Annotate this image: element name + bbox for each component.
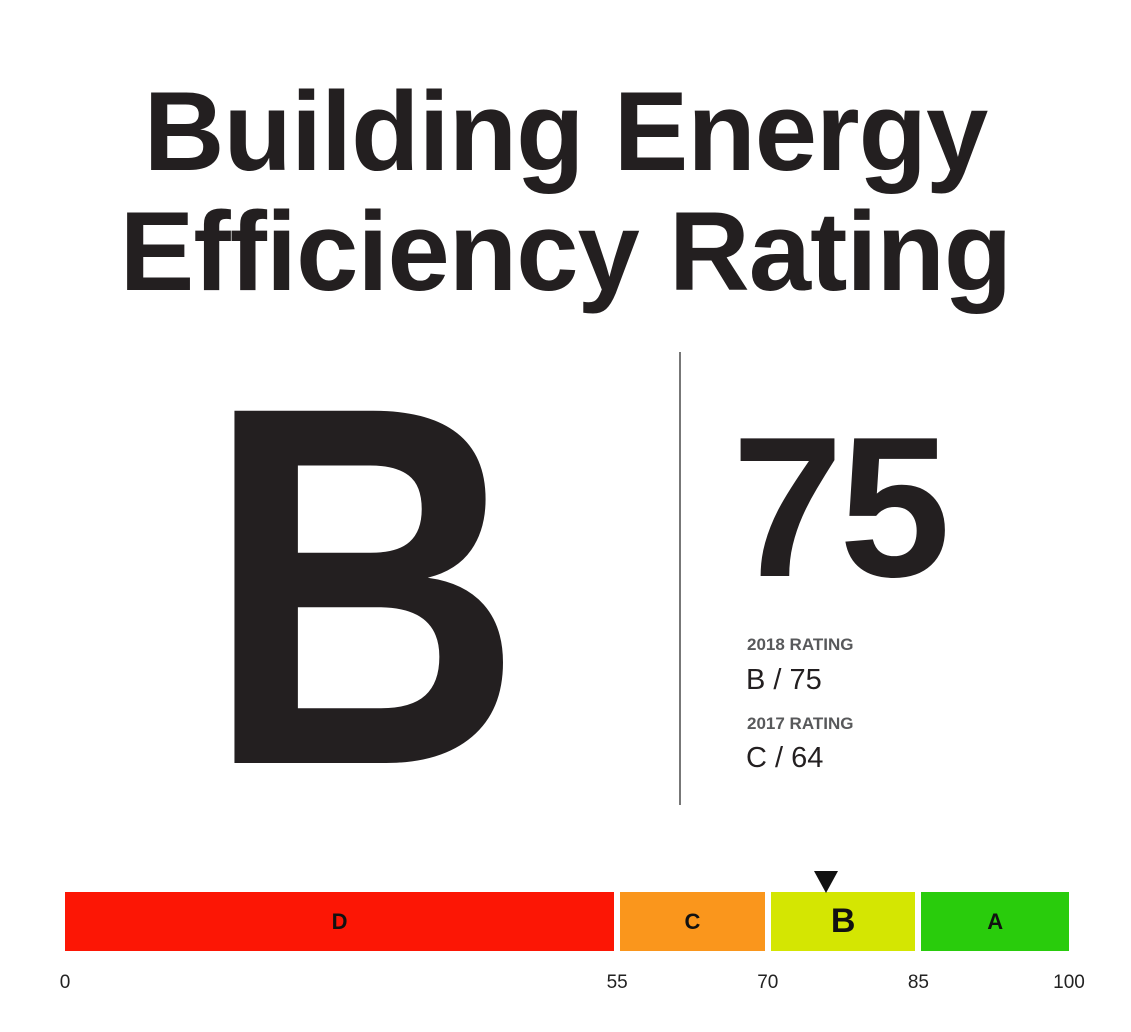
segment-a: A	[921, 892, 1069, 951]
current-marker-icon	[814, 871, 838, 893]
segment-c: C	[620, 892, 765, 951]
tick-label: 85	[907, 972, 929, 993]
tick-label: 0	[59, 972, 71, 993]
history-value-2018: B / 75	[746, 664, 822, 696]
title-line-1: Building Energy	[143, 69, 989, 194]
current-grade: B	[205, 299, 523, 872]
tick-label: 55	[606, 972, 628, 993]
tick-label: 100	[1053, 972, 1085, 993]
history-label-2017: 2017 RATING	[747, 714, 854, 733]
history-value-2017: C / 64	[746, 742, 824, 774]
title-line-2: Efficiency Rating	[119, 189, 1013, 314]
divider	[679, 352, 681, 805]
segment-d: D	[65, 892, 615, 951]
tick-label: 70	[757, 972, 779, 993]
segment-b: B	[770, 892, 916, 951]
current-score: 75	[732, 396, 950, 619]
history-label-2018: 2018 RATING	[747, 635, 854, 654]
